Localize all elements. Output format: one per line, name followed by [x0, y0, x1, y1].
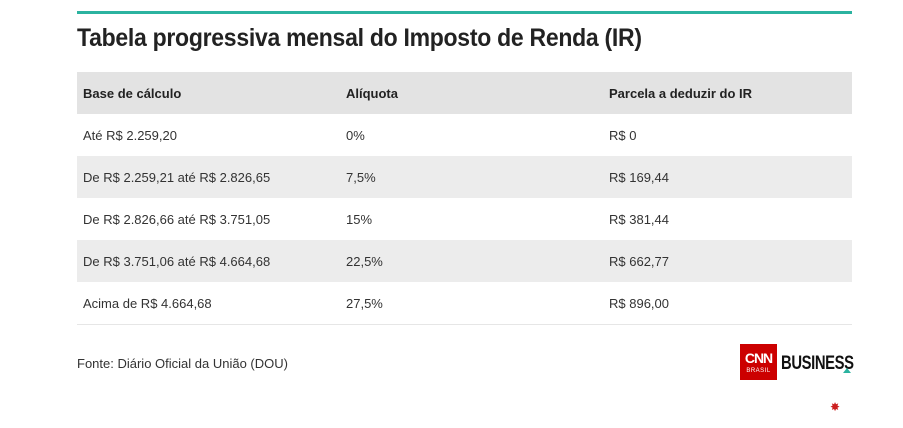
source-note: Fonte: Diário Oficial da União (DOU): [77, 356, 288, 371]
cell-deduction: R$ 0: [609, 127, 637, 143]
cell-deduction: R$ 896,00: [603, 282, 852, 325]
cell-base: Até R$ 2.259,20: [83, 127, 177, 143]
cell-rate: 7,5%: [340, 156, 603, 198]
red-sparkle-icon: ✸: [830, 400, 841, 414]
cell-base: De R$ 2.826,66 até R$ 3.751,05: [83, 211, 271, 227]
logo-business-text: BUSINESS: [781, 353, 854, 374]
cell-base: De R$ 3.751,06 até R$ 4.664,68: [77, 240, 340, 282]
cell-rate: 27,5%: [340, 282, 603, 325]
cell-deduction: R$ 169,44: [603, 156, 852, 198]
table-row: De R$ 2.259,21 até R$ 2.826,65 7,5% R$ 1…: [77, 156, 852, 198]
table-row: De R$ 2.826,66 até R$ 3.751,05 15% R$ 38…: [77, 198, 852, 240]
cnn-business-logo: CNN BRASIL BUSINESS: [740, 344, 854, 380]
table-header-row: Base de cálculo Alíquota Parcela a deduz…: [77, 72, 852, 114]
table-row: De R$ 3.751,06 até R$ 4.664,68 22,5% R$ …: [77, 240, 852, 282]
infographic-card: Tabela progressiva mensal do Imposto de …: [77, 11, 854, 390]
header-base: Base de cálculo: [77, 72, 340, 114]
cell-base: Acima de R$ 4.664,68: [77, 282, 340, 325]
cell-deduction: R$ 662,77: [603, 240, 852, 282]
table-row: Até R$ 2.259,20 0% R$ 0: [77, 114, 852, 156]
page-title: Tabela progressiva mensal do Imposto de …: [77, 24, 642, 52]
logo-brasil-text: BRASIL: [746, 368, 771, 374]
header-rate: Alíquota: [340, 72, 603, 114]
logo-cnn-text: CNN: [744, 350, 773, 366]
header-deduction: Parcela a deduzir do IR: [603, 72, 852, 114]
logo-accent-icon: [843, 368, 851, 373]
cell-deduction: R$ 381,44: [609, 211, 669, 227]
cell-rate: 0%: [346, 127, 365, 143]
table-row: Acima de R$ 4.664,68 27,5% R$ 896,00: [77, 282, 852, 325]
cell-rate: 15%: [346, 211, 373, 227]
tax-table: Base de cálculo Alíquota Parcela a deduz…: [77, 72, 852, 325]
cell-rate: 22,5%: [340, 240, 603, 282]
cell-base: De R$ 2.259,21 até R$ 2.826,65: [77, 156, 340, 198]
cnn-logo-mark: CNN BRASIL: [740, 344, 777, 380]
